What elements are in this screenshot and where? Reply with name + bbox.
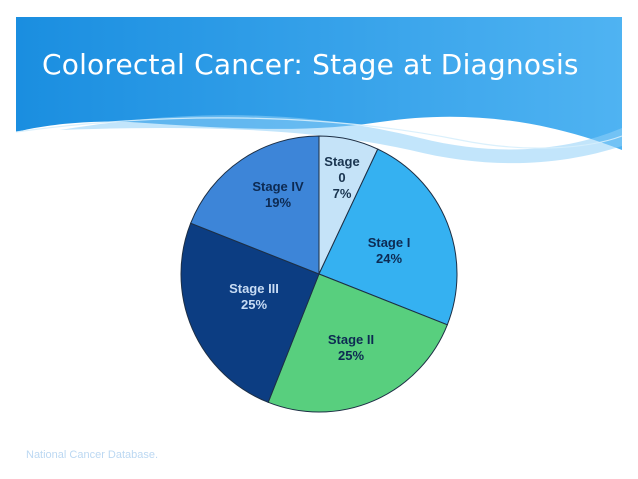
slice-label: Stage 0 7%	[324, 154, 359, 201]
banner-swoosh-line	[15, 117, 623, 149]
slice-label-line: 24%	[376, 251, 402, 266]
title-banner	[15, 17, 623, 164]
slice-label-line: Stage I	[368, 235, 411, 250]
banner-swoosh	[60, 115, 622, 164]
slice-label-line: 25%	[241, 297, 267, 312]
slice-label-line: 7%	[333, 186, 352, 201]
slice-label-line: Stage II	[328, 332, 374, 347]
slice-label: Stage II 25%	[328, 332, 374, 363]
pie-slice	[190, 135, 320, 275]
banner-shape	[16, 17, 622, 150]
slice-label-line: Stage	[324, 154, 359, 169]
slice-label-line: Stage III	[229, 281, 279, 296]
pie-slice	[267, 273, 448, 413]
slice-label-line: 0	[338, 170, 345, 185]
slice-label-line: Stage IV	[252, 179, 304, 194]
slice-label: Stage I 24%	[368, 235, 411, 266]
pie-slice	[180, 222, 320, 403]
slide-title: Colorectal Cancer: Stage at Diagnosis	[42, 48, 579, 81]
slice-label: Stage IV 19%	[252, 179, 304, 210]
slice-label-line: 19%	[265, 195, 291, 210]
pie-slice	[318, 148, 458, 326]
slice-label: Stage III 25%	[229, 281, 279, 312]
source-note: National Cancer Database.	[26, 449, 159, 461]
slice-label-line: 25%	[338, 348, 364, 363]
